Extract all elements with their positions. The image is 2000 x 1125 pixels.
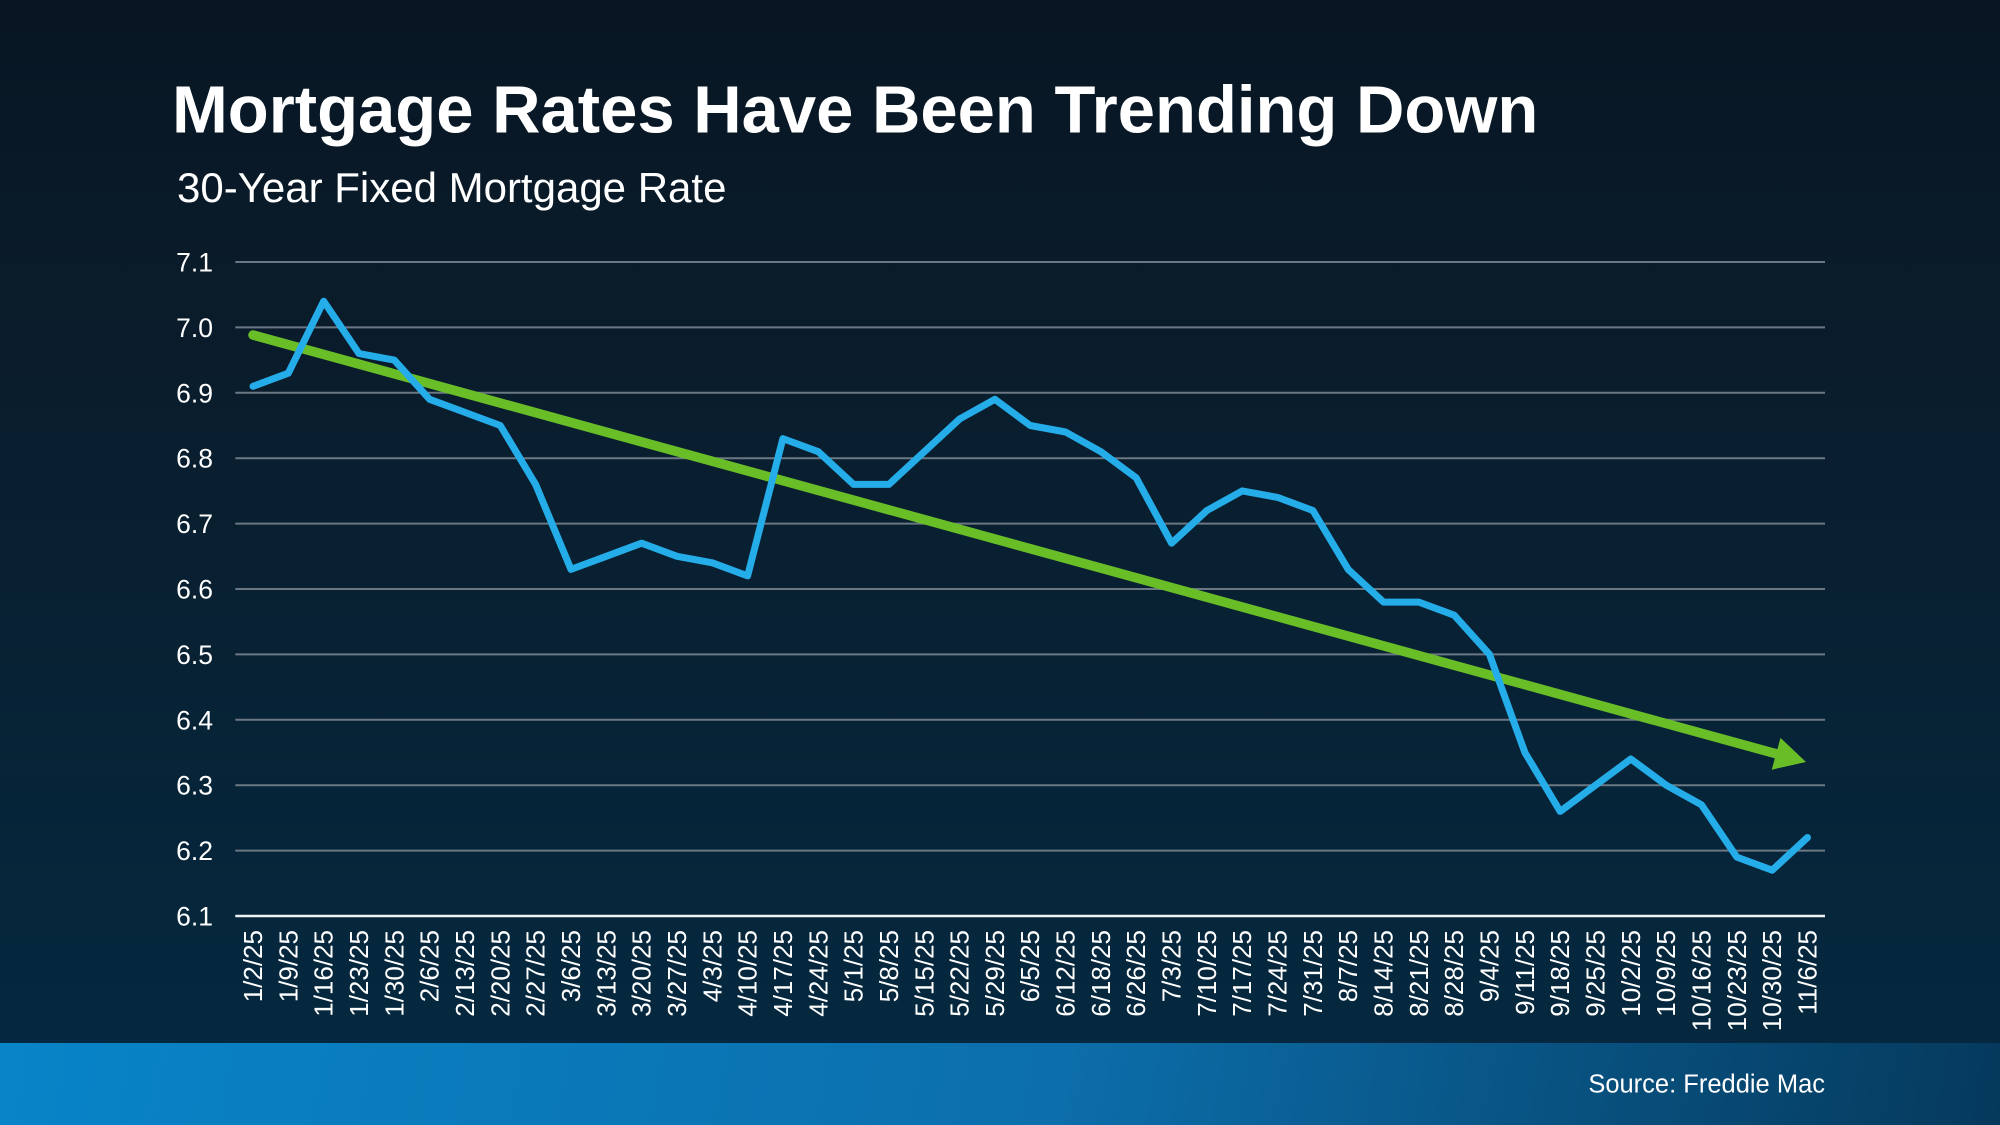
svg-text:1/16/25: 1/16/25 bbox=[309, 930, 339, 1017]
svg-text:30-Year Fixed Mortgage Rate: 30-Year Fixed Mortgage Rate bbox=[177, 164, 726, 211]
svg-text:5/8/25: 5/8/25 bbox=[874, 930, 904, 1002]
svg-text:10/30/25: 10/30/25 bbox=[1757, 930, 1787, 1031]
svg-text:3/6/25: 3/6/25 bbox=[556, 930, 586, 1002]
svg-text:6/12/25: 6/12/25 bbox=[1051, 930, 1081, 1017]
svg-text:2/6/25: 2/6/25 bbox=[415, 930, 445, 1002]
svg-text:9/18/25: 9/18/25 bbox=[1545, 930, 1575, 1017]
svg-text:6.9: 6.9 bbox=[176, 378, 213, 408]
svg-text:8/7/25: 8/7/25 bbox=[1333, 930, 1363, 1002]
svg-text:6/18/25: 6/18/25 bbox=[1086, 930, 1116, 1017]
svg-text:6.2: 6.2 bbox=[176, 836, 213, 866]
svg-text:2/27/25: 2/27/25 bbox=[521, 930, 551, 1017]
svg-text:7/10/25: 7/10/25 bbox=[1192, 930, 1222, 1017]
svg-text:9/11/25: 9/11/25 bbox=[1510, 930, 1540, 1015]
svg-text:6/5/25: 6/5/25 bbox=[1015, 930, 1045, 1002]
svg-text:Mortgage Rates Have Been Trend: Mortgage Rates Have Been Trending Down bbox=[172, 73, 1538, 148]
svg-text:1/2/25: 1/2/25 bbox=[238, 930, 268, 1002]
svg-text:7/3/25: 7/3/25 bbox=[1157, 930, 1187, 1002]
svg-text:Source: Freddie Mac: Source: Freddie Mac bbox=[1588, 1071, 1825, 1099]
svg-text:3/27/25: 3/27/25 bbox=[662, 930, 692, 1017]
svg-text:1/30/25: 1/30/25 bbox=[379, 930, 409, 1017]
svg-text:10/9/25: 10/9/25 bbox=[1651, 930, 1681, 1017]
svg-text:3/13/25: 3/13/25 bbox=[591, 930, 621, 1017]
svg-text:2/13/25: 2/13/25 bbox=[450, 930, 480, 1017]
svg-text:6/26/25: 6/26/25 bbox=[1121, 930, 1151, 1017]
svg-text:2/20/25: 2/20/25 bbox=[485, 930, 515, 1017]
svg-text:6.8: 6.8 bbox=[176, 444, 213, 474]
svg-text:4/3/25: 4/3/25 bbox=[697, 930, 727, 1002]
svg-text:1/23/25: 1/23/25 bbox=[344, 930, 374, 1017]
svg-text:6.1: 6.1 bbox=[176, 902, 213, 932]
svg-text:9/25/25: 9/25/25 bbox=[1581, 930, 1611, 1017]
svg-text:7/31/25: 7/31/25 bbox=[1298, 930, 1328, 1017]
svg-text:6.3: 6.3 bbox=[176, 771, 213, 801]
svg-text:7.0: 7.0 bbox=[176, 313, 213, 343]
svg-text:9/4/25: 9/4/25 bbox=[1475, 930, 1505, 1002]
svg-text:10/23/25: 10/23/25 bbox=[1722, 930, 1752, 1031]
svg-text:10/2/25: 10/2/25 bbox=[1616, 930, 1646, 1017]
svg-text:6.7: 6.7 bbox=[176, 509, 213, 539]
svg-text:4/17/25: 4/17/25 bbox=[768, 930, 798, 1017]
svg-text:4/10/25: 4/10/25 bbox=[733, 930, 763, 1017]
svg-text:8/21/25: 8/21/25 bbox=[1404, 930, 1434, 1017]
svg-text:8/14/25: 8/14/25 bbox=[1369, 930, 1399, 1017]
svg-text:7/24/25: 7/24/25 bbox=[1263, 930, 1293, 1017]
svg-text:7.1: 7.1 bbox=[176, 248, 213, 278]
svg-text:8/28/25: 8/28/25 bbox=[1439, 930, 1469, 1017]
svg-text:10/16/25: 10/16/25 bbox=[1687, 930, 1717, 1031]
svg-text:5/29/25: 5/29/25 bbox=[980, 930, 1010, 1017]
svg-text:6.5: 6.5 bbox=[176, 640, 213, 670]
svg-text:4/24/25: 4/24/25 bbox=[803, 930, 833, 1017]
svg-text:5/1/25: 5/1/25 bbox=[839, 930, 869, 1002]
svg-text:11/6/25: 11/6/25 bbox=[1793, 930, 1823, 1015]
svg-text:7/17/25: 7/17/25 bbox=[1227, 930, 1257, 1017]
svg-text:1/9/25: 1/9/25 bbox=[273, 930, 303, 1002]
svg-text:3/20/25: 3/20/25 bbox=[627, 930, 657, 1017]
svg-text:6.6: 6.6 bbox=[176, 575, 213, 605]
svg-text:5/15/25: 5/15/25 bbox=[909, 930, 939, 1017]
svg-text:5/22/25: 5/22/25 bbox=[945, 930, 975, 1017]
svg-text:6.4: 6.4 bbox=[176, 705, 213, 735]
